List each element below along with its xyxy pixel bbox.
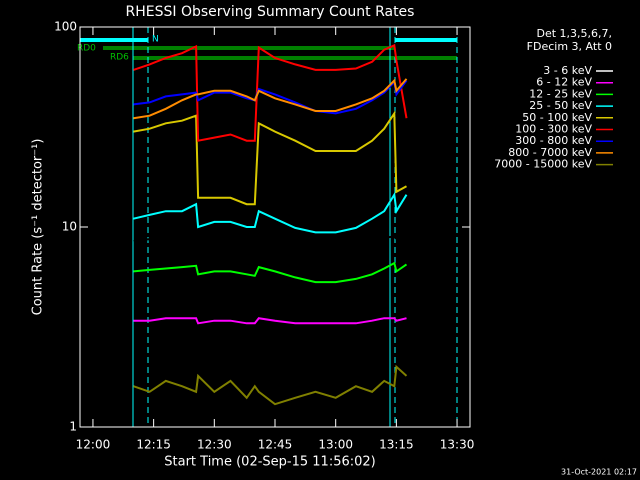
x-tick-label: 13:30: [440, 438, 475, 452]
legend-label: 7000 - 15000 keV: [494, 158, 592, 171]
chart-title: RHESSI Observing Summary Count Rates: [126, 4, 415, 20]
plot-area: [133, 43, 408, 406]
y-tick-label: 100: [54, 20, 77, 34]
x-tick-label: 12:45: [258, 438, 293, 452]
series-line: [133, 261, 408, 284]
series-line: [133, 235, 407, 245]
legend-label: 100 - 300 keV: [515, 123, 592, 136]
series-line: [133, 191, 408, 234]
series-line: [133, 364, 408, 406]
annotation: RD0: [77, 44, 96, 54]
legend-label: 12 - 25 keV: [529, 87, 592, 100]
x-axis-label: Start Time (02-Sep-15 11:56:02): [164, 455, 375, 470]
x-tick-label: 12:15: [136, 438, 171, 452]
x-tick-label: 12:30: [197, 438, 232, 452]
legend-label: 300 - 800 keV: [515, 134, 592, 147]
x-tick-label: 13:15: [379, 438, 414, 452]
legend-label: 50 - 100 keV: [522, 111, 592, 124]
series-line: [133, 78, 408, 120]
y-tick-label: 10: [62, 220, 77, 234]
legend-header: FDecim 3, Att 0: [527, 40, 612, 53]
legend-label: 6 - 12 keV: [536, 76, 592, 89]
legend-label: 800 - 7000 keV: [508, 146, 592, 159]
x-tick-label: 13:00: [318, 438, 353, 452]
y-tick-label: 1: [69, 420, 77, 434]
series-line: [133, 79, 408, 115]
x-tick-label: 12:00: [76, 438, 111, 452]
series-line: [133, 110, 407, 206]
legend-header: Det 1,3,5,6,7,: [536, 27, 612, 40]
legend-label: 25 - 50 keV: [529, 99, 592, 112]
series-line: [133, 43, 408, 142]
annotation: N: [152, 35, 159, 45]
footer: 31-Oct-2021 02:17: [561, 468, 637, 477]
series-line: [133, 317, 407, 325]
legend-label: 3 - 6 keV: [543, 64, 592, 77]
annotation: RD6: [110, 53, 129, 63]
y-axis-label: Count Rate (s⁻¹ detector⁻¹): [31, 139, 46, 316]
